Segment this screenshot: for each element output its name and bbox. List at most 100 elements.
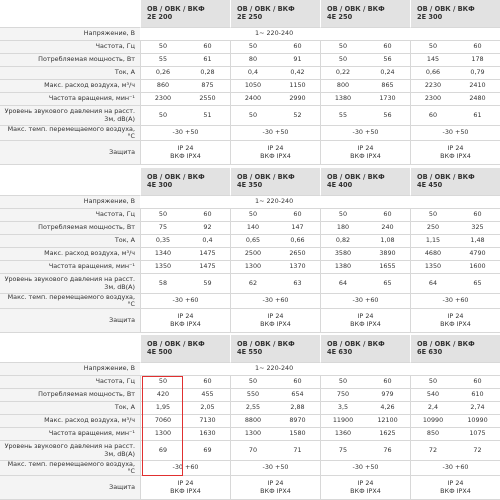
model-series: ОВ / ОВК / ВКФ — [327, 172, 385, 181]
value-cell: 51 — [185, 106, 230, 126]
voltage-value: 1~ 220-240 — [140, 196, 500, 209]
value-cell: 60 — [410, 106, 455, 126]
value-cell: -30 +60 — [320, 294, 410, 309]
value-cell: 72 — [410, 441, 455, 461]
value-cell: 50 — [230, 41, 275, 54]
value-cell: 70 — [230, 441, 275, 461]
value-cell: 1150 — [275, 80, 320, 93]
row-label: Защита — [0, 141, 140, 165]
value-cell: -30 +60 — [410, 461, 500, 476]
value-cell: 60 — [365, 376, 410, 389]
protection-cell: IP 24 ВКФ IPX4 — [320, 309, 410, 333]
value-cell: 50 — [320, 376, 365, 389]
value-cell: 1360 — [320, 428, 365, 441]
value-cell: 56 — [365, 54, 410, 67]
row-label: Частота вращения, мин⁻¹ — [0, 93, 140, 106]
protection-cell: IP 24 ВКФ IPX4 — [140, 141, 230, 165]
value-cell: 1630 — [185, 428, 230, 441]
protection-vkf: ВКФ IPX4 — [170, 319, 201, 328]
model-series: ОВ / ОВК / ВКФ — [417, 339, 475, 348]
protection-ip: IP 24 — [267, 312, 284, 321]
value-cell: 2,4 — [410, 402, 455, 415]
model-series: ОВ / ОВК / ВКФ — [147, 172, 205, 181]
protection-cell: IP 24 ВКФ IPX4 — [410, 476, 500, 500]
model-header: ОВ / ОВК / ВКФ 4E 250 — [320, 0, 410, 28]
model-name: 4E 350 — [237, 180, 263, 189]
value-cell: 92 — [185, 222, 230, 235]
row-label: Макс. темп. перемещаемого воздуха, °C — [0, 125, 140, 141]
value-cell: 240 — [365, 222, 410, 235]
protection-ip: IP 24 — [177, 479, 194, 488]
value-cell: 69 — [185, 441, 230, 461]
row-label: Уровень звукового давления на расст. 3м,… — [0, 274, 140, 294]
header-blank — [0, 0, 140, 28]
value-cell: -30 +50 — [410, 126, 500, 141]
protection-vkf: ВКФ IPX4 — [170, 151, 201, 160]
value-cell: 4680 — [410, 248, 455, 261]
value-cell: 250 — [410, 222, 455, 235]
model-name: 4E 300 — [147, 180, 173, 189]
model-series: ОВ / ОВК / ВКФ — [417, 4, 475, 13]
value-cell: 1075 — [455, 428, 500, 441]
model-series: ОВ / ОВК / ВКФ — [327, 339, 385, 348]
value-cell: -30 +50 — [320, 126, 410, 141]
model-header: ОВ / ОВК / ВКФ 4E 400 — [320, 168, 410, 196]
protection-vkf: ВКФ IPX4 — [440, 486, 471, 495]
value-cell: 0,28 — [185, 67, 230, 80]
value-cell: 60 — [365, 41, 410, 54]
value-cell: 3890 — [365, 248, 410, 261]
value-cell: 2650 — [275, 248, 320, 261]
value-cell: 1,95 — [140, 402, 185, 415]
value-cell: 654 — [275, 389, 320, 402]
value-cell: 325 — [455, 222, 500, 235]
value-cell: -30 +60 — [230, 294, 320, 309]
row-label: Ток, А — [0, 402, 140, 415]
row-label: Макс. расход воздуха, м³/ч — [0, 248, 140, 261]
value-cell: 4,26 — [365, 402, 410, 415]
value-cell: 50 — [140, 376, 185, 389]
value-cell: 2,55 — [230, 402, 275, 415]
model-header: ОВ / ОВК / ВКФ 4E 300 — [140, 168, 230, 196]
value-cell: 91 — [275, 54, 320, 67]
value-cell: 540 — [410, 389, 455, 402]
value-cell: 2,74 — [455, 402, 500, 415]
row-label: Напряжение, В — [0, 363, 140, 376]
value-cell: 0,35 — [140, 235, 185, 248]
value-cell: 60 — [455, 376, 500, 389]
model-header: ОВ / ОВК / ВКФ 4E 630 — [320, 335, 410, 363]
value-cell: 1380 — [320, 261, 365, 274]
value-cell: 0,4 — [185, 235, 230, 248]
value-cell: 61 — [185, 54, 230, 67]
protection-cell: IP 24 ВКФ IPX4 — [320, 476, 410, 500]
value-cell: 3580 — [320, 248, 365, 261]
value-cell: 60 — [365, 209, 410, 222]
protection-vkf: ВКФ IPX4 — [260, 486, 291, 495]
value-cell: 50 — [140, 106, 185, 126]
model-header: ОВ / ОВК / ВКФ 4E 450 — [410, 168, 500, 196]
value-cell: 0,82 — [320, 235, 365, 248]
value-cell: 2300 — [140, 93, 185, 106]
value-cell: 64 — [320, 274, 365, 294]
protection-ip: IP 24 — [357, 312, 374, 321]
value-cell: -30 +60 — [140, 294, 230, 309]
model-name: 4E 400 — [327, 180, 353, 189]
protection-vkf: ВКФ IPX4 — [440, 319, 471, 328]
protection-ip: IP 24 — [267, 144, 284, 153]
model-header: ОВ / ОВК / ВКФ 2E 200 — [140, 0, 230, 28]
value-cell: 60 — [185, 376, 230, 389]
protection-cell: IP 24 ВКФ IPX4 — [410, 309, 500, 333]
protection-ip: IP 24 — [447, 479, 464, 488]
value-cell: 1340 — [140, 248, 185, 261]
row-label: Макс. расход воздуха, м³/ч — [0, 415, 140, 428]
protection-ip: IP 24 — [177, 312, 194, 321]
protection-cell: IP 24 ВКФ IPX4 — [140, 309, 230, 333]
value-cell: 60 — [185, 209, 230, 222]
value-cell: 10990 — [410, 415, 455, 428]
value-cell: 0,65 — [230, 235, 275, 248]
value-cell: 50 — [410, 376, 455, 389]
value-cell: 1,08 — [365, 235, 410, 248]
value-cell: 860 — [140, 80, 185, 93]
protection-ip: IP 24 — [177, 144, 194, 153]
protection-vkf: ВКФ IPX4 — [170, 486, 201, 495]
model-series: ОВ / ОВК / ВКФ — [147, 339, 205, 348]
